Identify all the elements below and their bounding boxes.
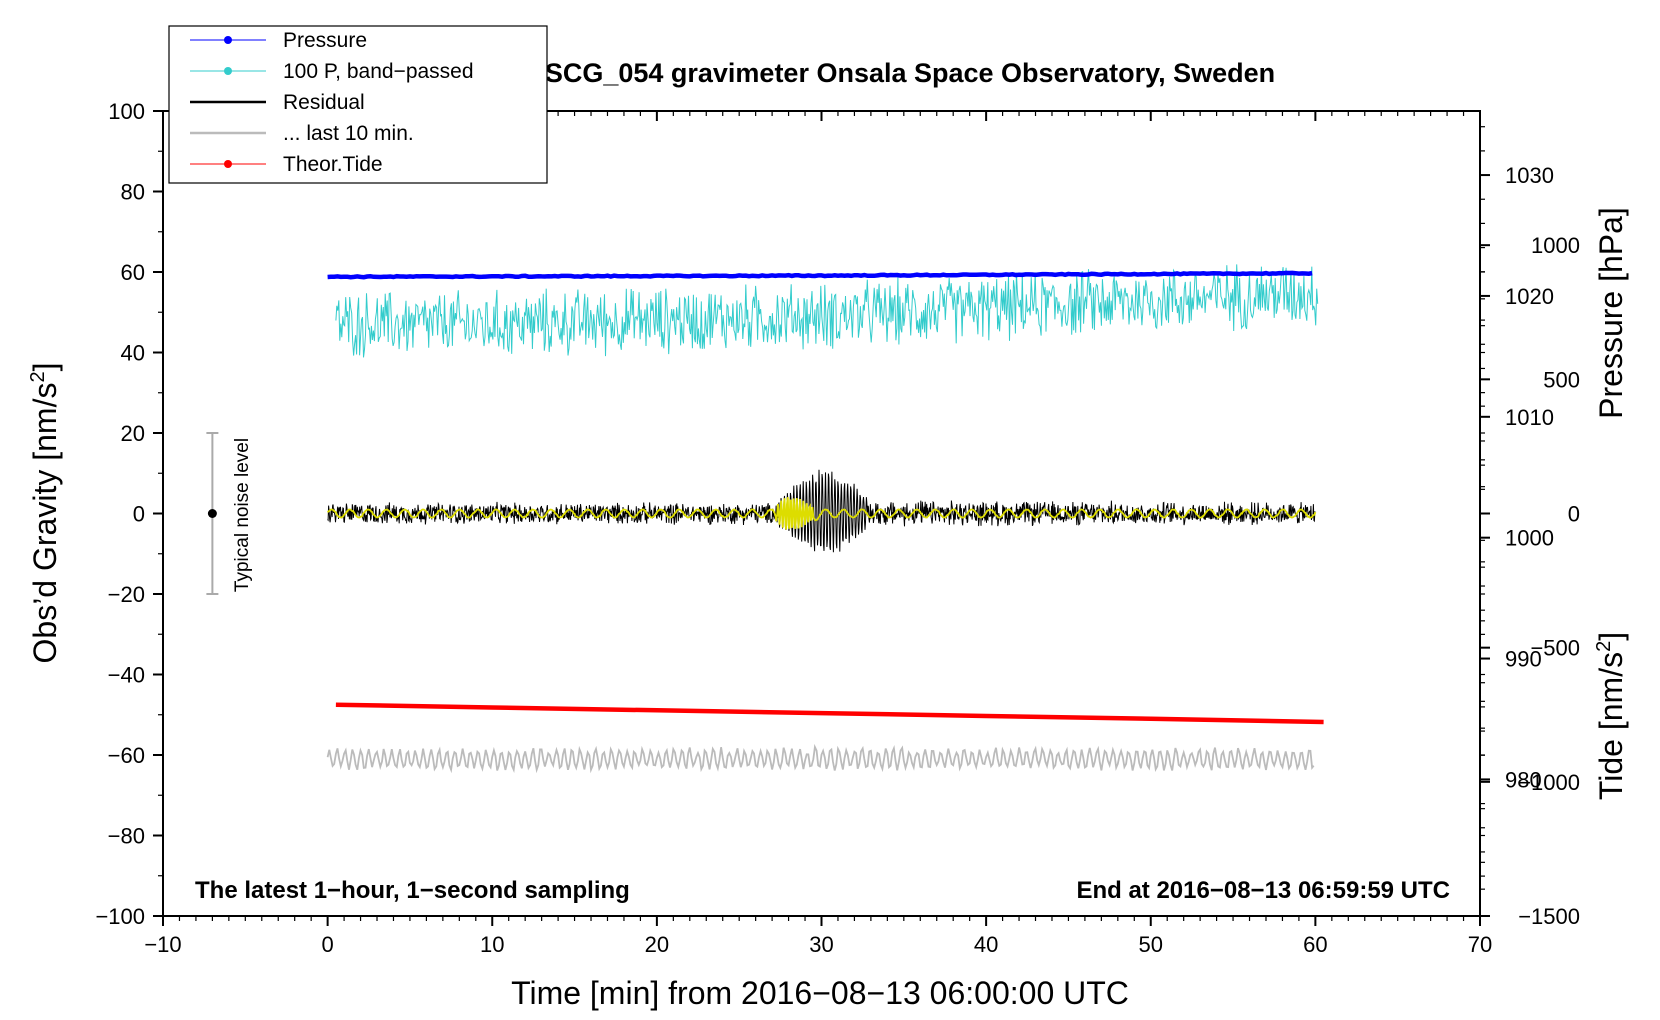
y-axis-label-left-sup: 2	[27, 371, 49, 382]
x-tick-label: 50	[1139, 932, 1163, 957]
noise-level-indicator: Typical noise level	[206, 432, 253, 595]
pressure-tick-label: 1030	[1505, 163, 1554, 188]
series-residual	[327, 469, 1316, 553]
y-axis-label-tide-end: ]	[1593, 632, 1629, 641]
legend-label: Theor.Tide	[283, 153, 383, 176]
series-residual-smoothed	[326, 497, 1317, 530]
y-tick-label: −60	[108, 743, 145, 768]
series-layer	[326, 264, 1324, 774]
y-axis-label-tide-main: Tide [nm/s	[1593, 652, 1629, 800]
tide-axis-ticks: 1000 500 0 −500 −1000 −1500	[1480, 233, 1580, 929]
y-tick-label: 0	[133, 502, 145, 527]
y-tick-label: −20	[108, 582, 145, 607]
tide-tick-label: −1500	[1518, 904, 1580, 929]
legend-label: ... last 10 min.	[283, 122, 414, 145]
tide-tick-label: 500	[1543, 367, 1580, 392]
y-tick-label: 100	[108, 99, 145, 124]
series-pressure	[327, 270, 1313, 280]
legend: Pressure 100 P, band−passed Residual ... la…	[168, 25, 548, 184]
pressure-tick-label: 1000	[1505, 526, 1554, 551]
x-tick-label: 0	[322, 932, 334, 957]
pressure-tick-label: 990	[1505, 647, 1542, 672]
series-theor-tide	[335, 702, 1324, 725]
x-axis-ticks: −10 0 10 20 30 40 50 60 70	[144, 111, 1492, 957]
pressure-axis-ticks: 1030 1020 1010 1000 990 980	[1480, 126, 1554, 877]
y-axis-label-left-end: ]	[27, 363, 63, 372]
series-pressure-bandpassed	[335, 264, 1319, 358]
legend-marker	[224, 67, 232, 75]
legend-label: Residual	[283, 91, 365, 114]
y-tick-label: −80	[108, 824, 145, 849]
chart-title: SCG_054 gravimeter Onsala Space Observat…	[545, 58, 1275, 88]
series-last-10-min	[326, 743, 1315, 774]
x-tick-label: 70	[1468, 932, 1492, 957]
legend-box	[168, 25, 548, 184]
x-tick-label: 10	[480, 932, 504, 957]
y-tick-label: 80	[121, 180, 145, 205]
x-tick-label: 60	[1303, 932, 1327, 957]
pressure-tick-label: 1010	[1505, 405, 1554, 430]
x-tick-label: −10	[144, 932, 181, 957]
tide-tick-label: −1000	[1518, 770, 1580, 795]
pressure-tick-label: 1020	[1505, 284, 1554, 309]
y-axis-label-left: Obs’d Gravity [nm/s2]	[27, 363, 63, 664]
legend-label: Pressure	[283, 29, 367, 52]
y-tick-label: −100	[95, 904, 145, 929]
noise-center-dot	[207, 509, 217, 518]
legend-marker	[224, 36, 232, 44]
x-tick-label: 40	[974, 932, 998, 957]
y-axis-label-pressure: Pressure [hPa]	[1593, 207, 1629, 419]
pressure-tick-label: 980	[1505, 767, 1542, 792]
legend-label: 100 P, band−passed	[283, 60, 474, 83]
tide-tick-label: 0	[1568, 502, 1580, 527]
y-tick-label: 40	[121, 341, 145, 366]
y-axis-label-tide-sup: 2	[1593, 641, 1615, 652]
legend-marker	[224, 160, 232, 168]
y-tick-label: −40	[108, 663, 145, 688]
y-tick-label: 60	[121, 260, 145, 285]
annotation-sampling: The latest 1−hour, 1−second sampling	[195, 877, 630, 904]
annotation-end-time: End at 2016−08−13 06:59:59 UTC	[1076, 877, 1450, 904]
y-axis-ticks: 100 80 60 40 20 0 −20 −40 −60 −80 −100	[95, 99, 163, 929]
y-axis-label-left-main: Obs’d Gravity [nm/s	[27, 383, 63, 664]
x-tick-label: 30	[809, 932, 833, 957]
x-axis-label: Time [min] from 2016−08−13 06:00:00 UTC	[511, 975, 1129, 1011]
tide-tick-label: −500	[1530, 636, 1580, 661]
y-tick-label: 20	[121, 421, 145, 446]
noise-level-label: Typical noise level	[232, 438, 253, 592]
y-axis-label-tide: Tide [nm/s2]	[1593, 632, 1629, 800]
x-tick-label: 20	[645, 932, 669, 957]
tide-tick-label: 1000	[1531, 233, 1580, 258]
